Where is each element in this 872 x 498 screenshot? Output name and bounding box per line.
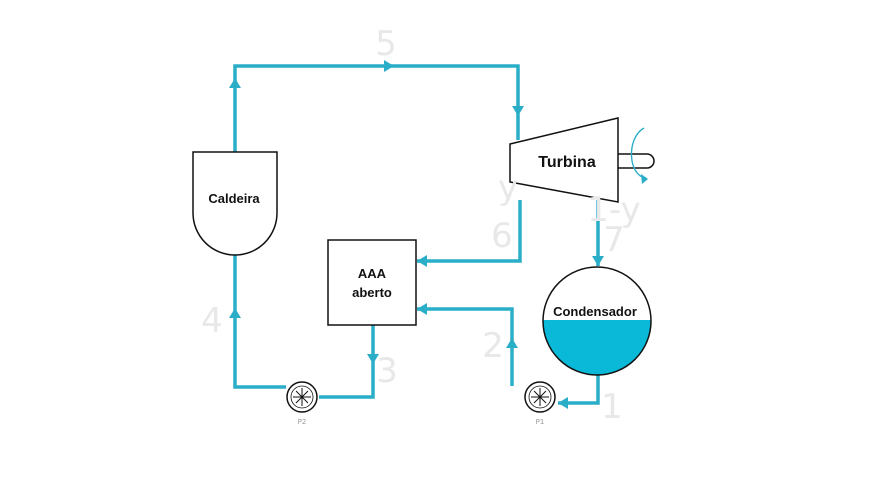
condenser-label: Condensador	[553, 304, 637, 319]
state-labels: 5 6 y 1-y 7 1 2 3 4	[201, 24, 641, 427]
boiler-label: Caldeira	[208, 191, 260, 206]
arrow-down-condenser-in	[592, 256, 604, 266]
turbine-label: Turbina	[538, 154, 596, 171]
pipe-state-4	[233, 254, 286, 389]
arrow-down-turbine-in	[512, 106, 524, 116]
turbine-shape	[509, 117, 619, 203]
arrow-right-top	[384, 60, 394, 72]
state-5-label: 5	[375, 24, 397, 64]
pump-2: P2	[286, 381, 318, 426]
rotation-arrowhead-icon	[641, 174, 648, 184]
impeller-icon	[293, 388, 311, 406]
state-1-minus-y-label: 1-y	[587, 190, 640, 230]
state-3-label: 3	[376, 351, 398, 391]
condenser-outline	[542, 266, 652, 376]
state-1-label: 1	[601, 387, 623, 427]
pump-1: P1	[524, 381, 556, 426]
turbine: Turbina	[509, 117, 655, 203]
pipe-state-3	[319, 325, 375, 399]
rotation-arrow-icon	[630, 127, 647, 179]
heater-label-line1: AAA	[358, 266, 387, 281]
pipe-state-1	[558, 374, 600, 405]
pump-2-label: P2	[298, 418, 307, 426]
arrow-left-heater-extraction	[417, 255, 427, 267]
arrow-up-pump1-out	[506, 338, 518, 348]
state-7-label: 7	[603, 220, 625, 260]
arrow-up-boiler-out	[229, 78, 241, 88]
state-4-label: 4	[201, 301, 223, 341]
arrow-left-heater-feed	[417, 303, 427, 315]
pump-1-ring	[528, 385, 552, 409]
pump-1-label: P1	[536, 418, 545, 426]
pipe-state-2	[417, 307, 514, 386]
pipe-state-6	[417, 200, 522, 263]
state-6-label: 6	[491, 216, 513, 256]
impeller-icon	[531, 388, 549, 406]
arrow-up-boiler-in	[229, 308, 241, 318]
condenser-water	[543, 320, 651, 375]
pump-2-ring	[290, 385, 314, 409]
arrow-left-pump1-in	[558, 397, 568, 409]
arrow-down-heater-out	[367, 354, 379, 364]
open-feedwater-heater: AAA aberto	[327, 239, 417, 326]
condenser: Condensador	[542, 266, 652, 376]
boiler-shape	[192, 151, 278, 256]
pipes	[233, 64, 600, 405]
state-2-label: 2	[482, 326, 504, 366]
heater-label-line2: aberto	[352, 285, 392, 300]
pipe-state-5	[233, 64, 520, 152]
flow-arrows	[229, 60, 604, 409]
boiler: Caldeira	[192, 151, 278, 256]
heater-box	[327, 239, 417, 326]
state-y-label: y	[498, 168, 518, 208]
